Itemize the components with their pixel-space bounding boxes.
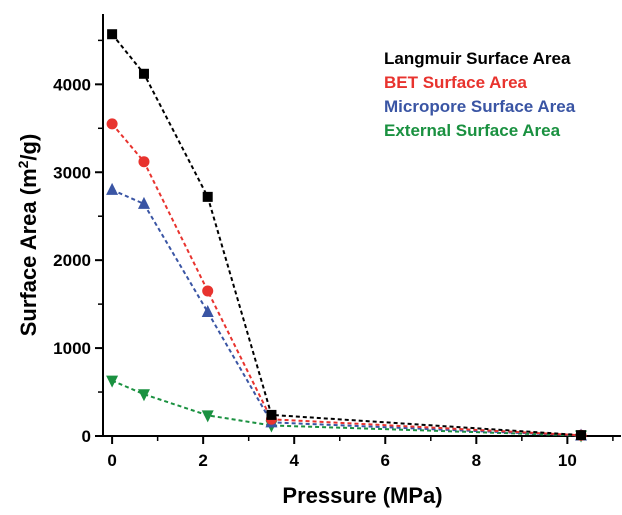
series-line (111, 33, 582, 437)
y-tick-label: 2000 (53, 251, 91, 270)
data-point (576, 430, 587, 441)
data-point (137, 389, 150, 402)
legend-entry: Langmuir Surface Area (384, 49, 571, 68)
data-point (138, 156, 150, 168)
y-tick-label: 0 (82, 427, 91, 446)
data-point (202, 191, 213, 202)
legend: Langmuir Surface Area BET Surface Area Mic… (384, 49, 576, 140)
data-point (138, 68, 149, 79)
series-line (111, 379, 582, 437)
x-tick-label: 10 (558, 451, 577, 470)
series-markers (106, 29, 588, 443)
data-point (202, 285, 214, 297)
x-tick-label: 2 (198, 451, 207, 470)
data-point (106, 375, 119, 388)
x-tick-label: 0 (107, 451, 116, 470)
data-point (201, 305, 214, 318)
series-line (111, 123, 582, 437)
x-tick-label: 6 (381, 451, 390, 470)
data-point (266, 409, 277, 420)
legend-entry: Micropore Surface Area (384, 97, 576, 116)
data-point (201, 410, 214, 423)
ticks: 0 2 4 6 8 10 0 1000 2000 3000 4000 (53, 39, 614, 470)
y-tick-label: 4000 (53, 75, 91, 94)
axes (102, 14, 621, 437)
data-point (106, 182, 119, 195)
series-line (111, 188, 582, 437)
series-lines (111, 33, 582, 437)
y-axis-title: Surface Area (m2/g) (15, 134, 41, 337)
x-tick-label: 4 (289, 451, 299, 470)
data-point (106, 118, 118, 130)
legend-entry: BET Surface Area (384, 73, 528, 92)
data-point (137, 196, 150, 209)
y-tick-label: 3000 (53, 163, 91, 182)
legend-entry: External Surface Area (384, 121, 561, 140)
y-axis-title-prefix: Surface Area (m (16, 168, 41, 336)
x-tick-label: 8 (472, 451, 481, 470)
y-tick-label: 1000 (53, 339, 91, 358)
x-axis-title: Pressure (MPa) (282, 483, 442, 508)
y-axis-title-superscript: 2 (15, 160, 31, 168)
y-axis-title-suffix: /g) (16, 134, 41, 161)
data-point (107, 29, 118, 40)
